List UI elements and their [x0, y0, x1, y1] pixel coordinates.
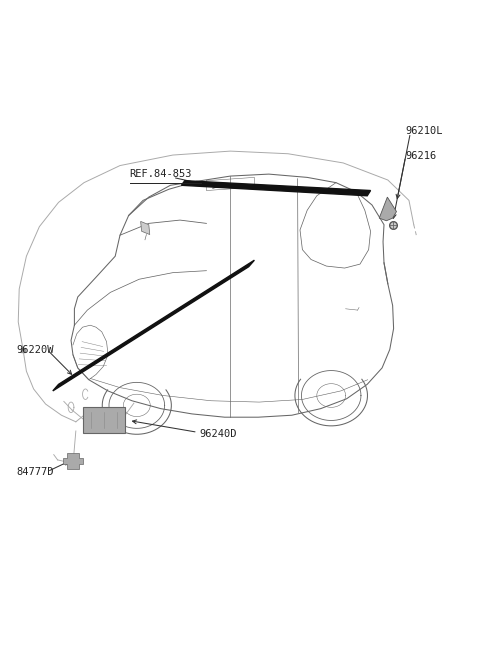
Text: REF.84-853: REF.84-853 [130, 169, 192, 179]
Polygon shape [141, 221, 150, 235]
Text: 96220W: 96220W [17, 344, 54, 355]
Text: 96240D: 96240D [199, 428, 237, 439]
Polygon shape [181, 181, 371, 196]
Polygon shape [379, 197, 396, 221]
Polygon shape [53, 260, 254, 391]
Polygon shape [63, 453, 83, 469]
FancyBboxPatch shape [83, 407, 125, 433]
Text: 96216: 96216 [406, 151, 437, 162]
Text: 84777D: 84777D [17, 466, 54, 477]
Text: 96210L: 96210L [406, 126, 443, 137]
